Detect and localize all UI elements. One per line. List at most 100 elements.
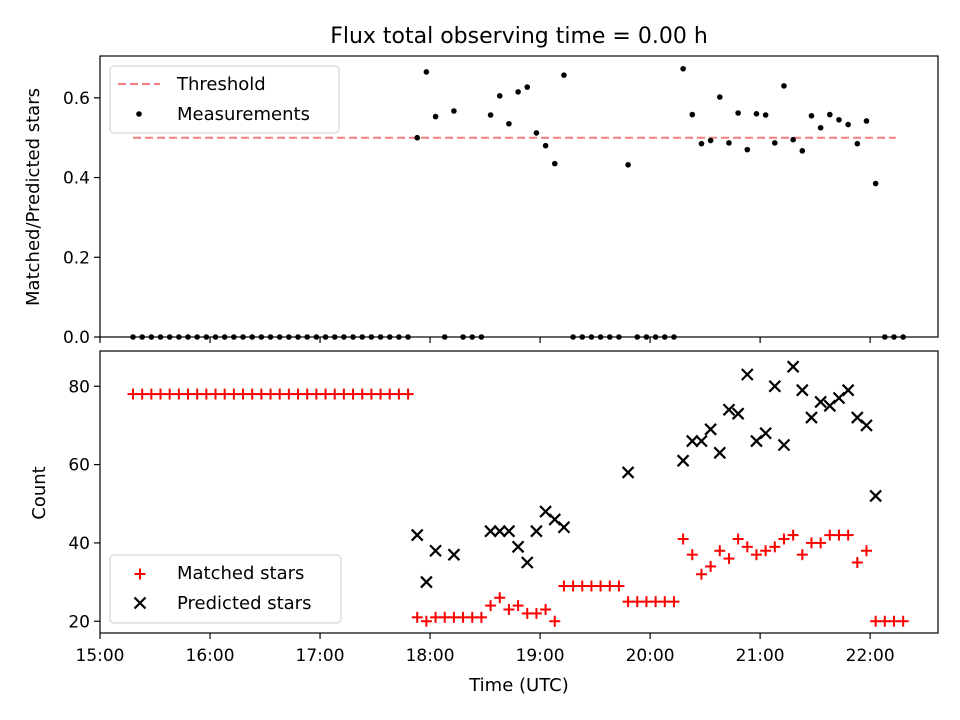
matched-star-point bbox=[815, 537, 827, 549]
top-y-axis-label: Matched/Predicted stars bbox=[23, 88, 44, 306]
predicted-star-point-b bbox=[851, 411, 864, 424]
matched-star-point bbox=[567, 580, 579, 592]
predicted-star-point-b bbox=[741, 368, 754, 381]
matched-star-point bbox=[265, 388, 277, 400]
measurement-point bbox=[625, 162, 631, 168]
predicted-star-point bbox=[484, 524, 497, 538]
predicted-star-point-b bbox=[704, 423, 717, 436]
matched-star-point bbox=[411, 611, 423, 623]
predicted-star-point bbox=[869, 489, 882, 503]
measurement-point bbox=[817, 124, 824, 131]
matched-star-point bbox=[246, 388, 258, 400]
measurement-point bbox=[827, 111, 833, 118]
matched-star-point bbox=[833, 529, 845, 541]
matched-star-point bbox=[622, 596, 634, 608]
predicted-star-point-b bbox=[713, 446, 727, 460]
measurement-point bbox=[451, 108, 457, 114]
legend-predicted-label: Predicted stars bbox=[177, 593, 311, 614]
matched-star-point bbox=[228, 388, 240, 400]
top-plot: 0.0 0.2 0.4 0.6 Threshold Measurements bbox=[63, 55, 939, 348]
measurement-point bbox=[836, 116, 842, 123]
matched-star-point bbox=[769, 541, 781, 553]
x-tick-label: 22:00 bbox=[846, 646, 895, 666]
matched-star-point bbox=[705, 560, 717, 572]
measurement-point bbox=[790, 136, 796, 143]
x-tick-label: 15:00 bbox=[76, 646, 125, 666]
matched-star-point bbox=[494, 592, 506, 604]
predicted-star-point-b bbox=[796, 383, 809, 397]
matched-star-point bbox=[714, 545, 726, 557]
predicted-star-point bbox=[676, 454, 690, 467]
measurement-point bbox=[432, 113, 439, 120]
matched-star-point bbox=[255, 388, 267, 400]
measurement-point bbox=[414, 134, 421, 141]
predicted-star-point bbox=[502, 524, 516, 538]
predicted-star-point bbox=[741, 368, 754, 381]
matched-star-point bbox=[760, 545, 772, 557]
top-y-tick-label: 0.0 bbox=[63, 328, 90, 348]
predicted-star-point-b bbox=[860, 419, 873, 432]
matched-star-point bbox=[870, 615, 882, 627]
measurement-point bbox=[707, 137, 714, 144]
matched-star-point bbox=[695, 568, 707, 580]
matched-star-point bbox=[210, 388, 222, 400]
predicted-star-point bbox=[695, 434, 708, 448]
matched-star-point bbox=[824, 529, 836, 541]
matched-star-point bbox=[650, 596, 662, 608]
top-legend: Threshold Measurements bbox=[109, 65, 340, 134]
bottom-y-tick-label: 20 bbox=[68, 612, 90, 632]
measurement-point bbox=[561, 72, 567, 78]
predicted-star-point-b bbox=[420, 575, 433, 589]
x-tick-label: 17:00 bbox=[296, 646, 345, 666]
predicted-star-point bbox=[796, 383, 809, 397]
measurement-point bbox=[698, 140, 705, 147]
matched-star-point bbox=[466, 611, 478, 623]
predicted-star-point bbox=[713, 446, 727, 460]
predicted-star-point bbox=[805, 411, 818, 424]
matched-star-point bbox=[540, 604, 552, 615]
predicted-star-point-b bbox=[805, 411, 818, 424]
x-tick-label: 18:00 bbox=[406, 646, 455, 666]
legend-predicted-swatch-b bbox=[133, 596, 147, 610]
predicted-star-point-b bbox=[530, 524, 543, 538]
measurement-point bbox=[515, 89, 521, 95]
matched-star-point bbox=[136, 388, 148, 400]
bottom-legend-box bbox=[109, 554, 342, 624]
predicted-star-point bbox=[557, 520, 571, 534]
predicted-star-point-b bbox=[520, 556, 534, 569]
predicted-star-point bbox=[814, 395, 827, 409]
matched-star-point bbox=[338, 388, 350, 400]
predicted-star-point bbox=[420, 575, 433, 589]
top-y-tick-label: 0.2 bbox=[63, 248, 90, 268]
legend-matched-swatch bbox=[134, 568, 146, 580]
matched-star-point bbox=[787, 529, 799, 541]
matched-star-point bbox=[732, 533, 744, 545]
matched-star-point bbox=[219, 388, 231, 400]
x-tick-label: 21:00 bbox=[736, 646, 785, 666]
predicted-star-point-b bbox=[686, 434, 699, 448]
matched-star-point bbox=[778, 533, 790, 545]
measurement-point bbox=[680, 65, 686, 72]
matched-star-point bbox=[613, 580, 625, 592]
measurement-point bbox=[551, 160, 558, 167]
x-axis-label: Time (UTC) bbox=[468, 675, 569, 696]
measurement-point bbox=[716, 94, 723, 100]
matched-star-point bbox=[329, 388, 341, 400]
matched-star-point bbox=[173, 388, 185, 400]
predicted-star-point-b bbox=[841, 383, 855, 397]
bottom-axes-frame bbox=[99, 350, 939, 634]
measurement-point bbox=[744, 146, 751, 153]
matched-star-point bbox=[439, 611, 451, 623]
predicted-star-point-b bbox=[695, 434, 708, 448]
measurement-point bbox=[487, 112, 494, 118]
matched-star-point bbox=[686, 549, 698, 561]
measurement-point bbox=[496, 93, 503, 99]
measurement-point bbox=[524, 84, 531, 90]
bottom-y-tick-label: 60 bbox=[68, 456, 90, 476]
matched-star-point bbox=[851, 557, 863, 568]
predicted-star-point-b bbox=[786, 360, 800, 373]
measurement-point bbox=[533, 130, 540, 136]
predicted-star-point-b bbox=[539, 505, 552, 518]
matched-star-point bbox=[677, 533, 689, 545]
